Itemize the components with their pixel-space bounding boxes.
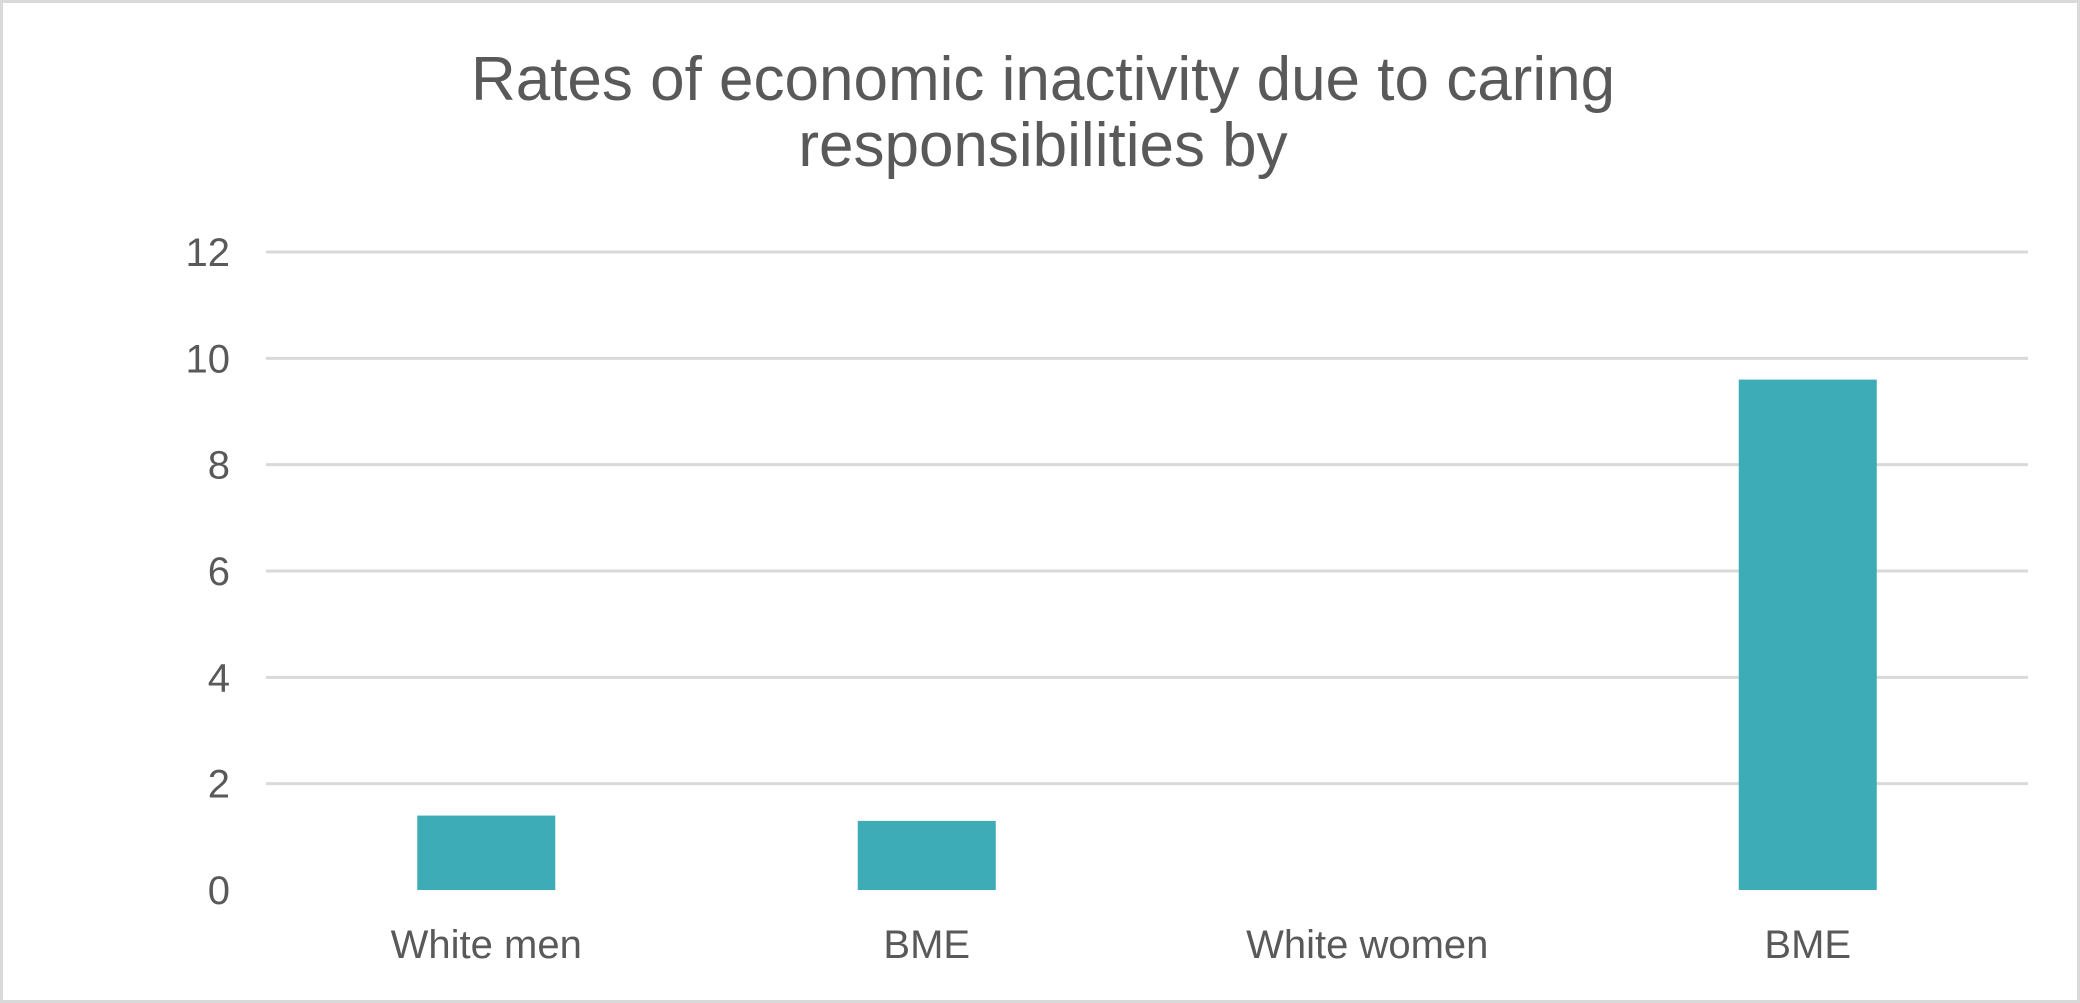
chart-title-line-2: responsibilities by bbox=[798, 111, 1288, 180]
y-tick-label: 2 bbox=[208, 763, 230, 807]
x-axis-categories: White men BME White women BME bbox=[391, 923, 1851, 967]
bar-4 bbox=[1738, 379, 1877, 890]
bars bbox=[417, 379, 1877, 890]
x-category-label: White women bbox=[1246, 923, 1488, 967]
gridlines bbox=[266, 250, 2028, 786]
y-tick-label: 10 bbox=[186, 337, 231, 381]
y-tick-label: 0 bbox=[208, 869, 230, 913]
x-category-label: White men bbox=[391, 923, 582, 967]
chart-title-line-1: Rates of economic inactivity due to cari… bbox=[470, 45, 1616, 114]
y-tick-label: 12 bbox=[186, 231, 231, 275]
y-axis-ticks: 0 2 4 6 8 10 12 bbox=[186, 231, 231, 913]
chart-title: Rates of economic inactivity due to cari… bbox=[3, 47, 2080, 179]
x-category-label: BME bbox=[1764, 923, 1851, 967]
y-tick-label: 8 bbox=[208, 444, 230, 488]
x-category-label: BME bbox=[883, 923, 970, 967]
bar-2 bbox=[857, 820, 996, 890]
y-tick-label: 4 bbox=[208, 656, 230, 700]
bar-1 bbox=[417, 815, 556, 890]
y-tick-label: 6 bbox=[208, 550, 230, 594]
